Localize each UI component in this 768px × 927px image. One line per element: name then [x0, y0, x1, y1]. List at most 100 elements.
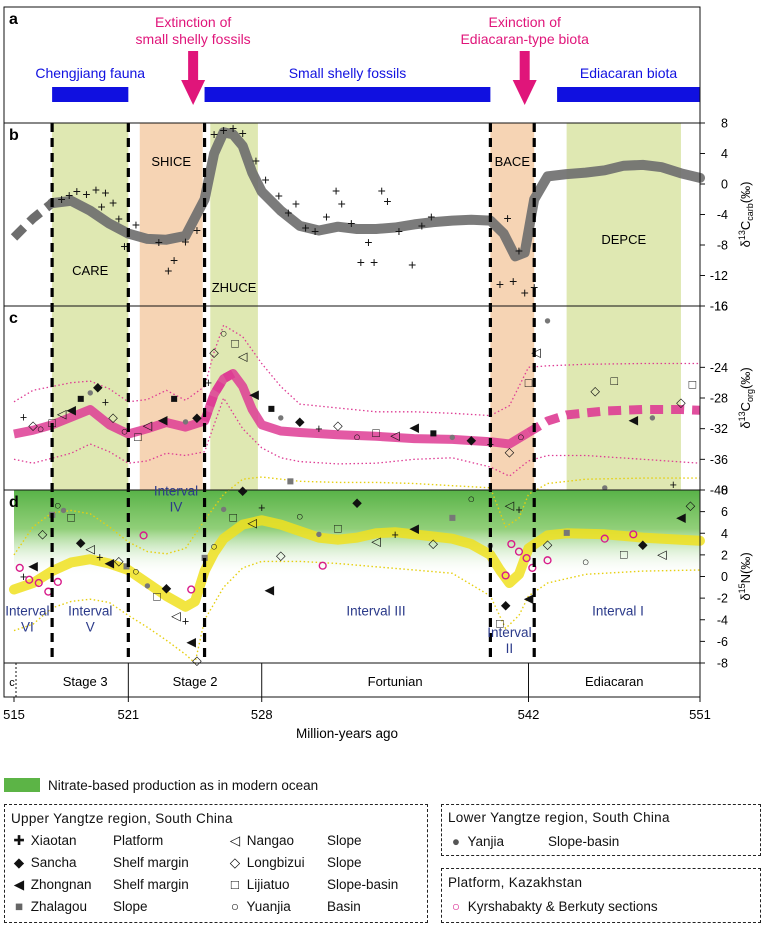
y-axis-label-part: 15: [737, 583, 747, 593]
carb-data-point: +: [284, 204, 292, 220]
n-data-point: ○: [296, 509, 304, 523]
org-data-point: ◀: [158, 413, 168, 427]
carb-data-point: +: [58, 191, 66, 207]
extinction-arrow-shaft: [519, 51, 530, 81]
kazakh-data-point: [543, 556, 552, 565]
n-data-point: ■: [287, 474, 295, 488]
org-data-point: +: [20, 411, 27, 425]
y-tick-label: 4: [721, 527, 728, 541]
n-data-point: +: [96, 551, 103, 565]
n-data-point: +: [182, 614, 189, 628]
n-data-point: ○: [54, 499, 62, 513]
org-data-point: □: [610, 374, 618, 388]
carb-data-point: +: [229, 120, 237, 136]
org-data-point: ◇: [590, 384, 600, 398]
n-data-point: ●: [315, 527, 323, 541]
y-tick-label: -12: [710, 269, 728, 283]
interval-label: Interval III: [346, 603, 405, 618]
y-tick-label: -32: [710, 422, 728, 436]
legend-site-env: Slope: [113, 899, 148, 914]
org-data-point: ◀: [249, 388, 259, 402]
legend-entry-yuanjia: ○ Yuanjia Basin: [227, 898, 361, 916]
legend-entry-yanjia: ● Yanjia Slope-basin: [448, 833, 619, 851]
band-label-care: CARE: [72, 263, 108, 278]
legend-site-name: Nangao: [246, 833, 295, 848]
label-line: Exinction of: [489, 14, 561, 30]
carb-data-point: +: [521, 285, 529, 301]
carb-data-point: +: [170, 252, 178, 268]
carb-data-point: +: [496, 276, 504, 292]
x-tick-label: 542: [518, 707, 540, 722]
n-data-point: ◇: [192, 653, 202, 667]
org-data-point: ○: [121, 424, 129, 438]
y-tick-label: 8: [721, 484, 728, 498]
n-data-point: ○: [582, 555, 590, 569]
kazakh-data-point: [25, 575, 34, 584]
y-tick-label: -2: [717, 592, 728, 606]
n-data-point: ◁: [505, 499, 515, 513]
interval-label: Interval II: [487, 625, 531, 656]
org-data-point: ●: [448, 430, 456, 444]
carb-data-point: +: [92, 182, 100, 198]
carb-data-point: +: [509, 273, 517, 289]
stage-bar-frame: [3, 662, 701, 698]
extinction-label: Exinction of Ediacaran-type biota: [460, 14, 589, 47]
kazakh-data-point: [501, 571, 510, 580]
carb-data-point: +: [530, 279, 538, 295]
legend-site-name: Zhalagou: [30, 899, 88, 914]
carb-data-point: +: [275, 188, 283, 204]
org-data-point: □: [231, 336, 239, 350]
carb-curve-dashed: [10, 199, 55, 241]
carb-data-point: +: [115, 211, 123, 227]
n-data-point: ◇: [38, 527, 48, 541]
label-line: Interval: [154, 483, 198, 498]
label-line: small shelly fossils: [136, 31, 251, 47]
site-symbol-icon: ✚: [13, 833, 25, 848]
n-data-point: ●: [144, 579, 152, 593]
carb-data-point: +: [427, 208, 435, 224]
org-data-point: +: [205, 376, 212, 390]
legend-site-env: Platform: [113, 833, 164, 848]
x-tick-label: 515: [3, 707, 25, 722]
kazakh-data-point: [507, 539, 516, 549]
org-data-point: ◁: [57, 407, 67, 421]
legend-entry-lijiatuo: □ Lijiatuo Slope-basin: [227, 876, 398, 894]
carb-data-point: +: [101, 185, 109, 201]
site-symbol-icon: □: [230, 877, 240, 892]
legend-entry-kyrshabakty: ○ Kyrshabakty & Berkuty sections: [448, 898, 658, 916]
band-label-zhuce: ZHUCE: [212, 280, 257, 295]
n-data-point: ◇: [543, 538, 553, 552]
org-data-point: ■: [77, 392, 85, 406]
y-axis-label-part: (‰): [738, 552, 753, 574]
legend-site-env: Slope-basin: [327, 877, 399, 892]
org-data-point: ●: [277, 411, 285, 425]
n-data-point: ◀: [409, 521, 419, 535]
legend-site-env: Shelf margin: [113, 855, 189, 870]
x-tick-label: 521: [117, 707, 139, 722]
carb-data-point: +: [418, 217, 426, 233]
legend-site-name: Lijiatuo: [246, 877, 290, 892]
x-tick-label: 528: [251, 707, 273, 722]
n-data-point: ■: [563, 526, 571, 540]
legend-site-name: Yuanjia: [246, 899, 291, 914]
fauna-bar: [52, 87, 129, 102]
y-axis-label-part: C: [738, 402, 753, 411]
org-lower-envelope: [13, 396, 701, 477]
y-tick-label: -16: [710, 300, 728, 314]
org-data-point: ■: [170, 392, 178, 406]
legend-site-env: Slope: [327, 833, 362, 848]
legend-site-name: Kyrshabakty & Berkuty sections: [467, 899, 658, 914]
carb-data-point: +: [311, 223, 319, 239]
fauna-label: Small shelly fossils: [289, 65, 406, 81]
org-data-point: ○: [517, 430, 525, 444]
panel-letter-a: a: [9, 11, 18, 28]
y-tick-label: -36: [710, 453, 728, 467]
carb-data-point: +: [73, 183, 81, 199]
n-data-point: ◆: [638, 538, 648, 552]
kazakh-data-point: [15, 563, 24, 572]
n-data-point: ◆: [162, 581, 172, 595]
excursion-band-c: [52, 306, 129, 490]
x-axis-label: Million-years ago: [296, 726, 398, 741]
kazakh-data-point: [318, 561, 327, 570]
n-data-point: ◁: [371, 534, 381, 548]
